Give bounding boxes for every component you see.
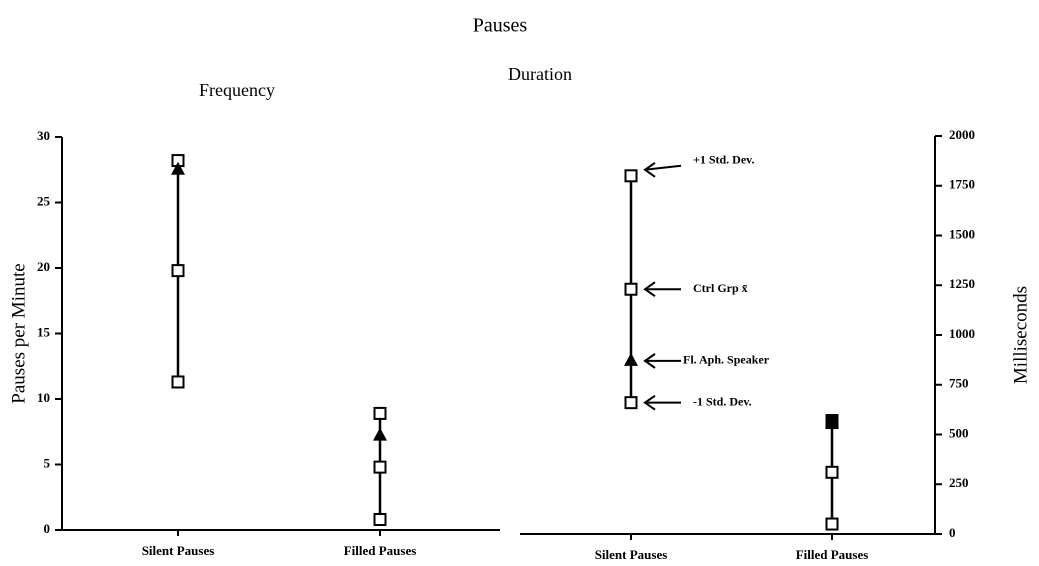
y-tick-label: 1500	[949, 226, 975, 241]
triangle-marker	[171, 161, 185, 175]
square-marker	[624, 282, 638, 296]
y-tick-label: 5	[44, 455, 51, 470]
panel-title: Duration	[508, 64, 572, 84]
x-tick-label: Filled Pauses	[796, 547, 869, 562]
square-marker	[373, 460, 387, 474]
square-marker	[373, 406, 387, 420]
y-tick-label: 500	[949, 425, 969, 440]
y-tick-label: 30	[37, 128, 50, 143]
y-tick-label: 2000	[949, 127, 975, 142]
square-marker	[171, 264, 185, 278]
square-marker	[624, 396, 638, 410]
annotation-arrow	[644, 164, 682, 171]
triangle-marker	[624, 352, 638, 366]
y-tick-label: 20	[37, 259, 50, 274]
square-marker	[825, 517, 839, 531]
annotation-arrowhead	[643, 353, 656, 369]
y-tick-label: 25	[37, 193, 51, 208]
chart-title: Pauses	[473, 15, 528, 37]
square-marker	[373, 513, 387, 527]
y-axis-label: Pauses per Minute	[8, 263, 29, 403]
y-tick-label: 1250	[949, 276, 975, 291]
y-tick-label: 0	[949, 525, 956, 540]
y-axis-label: Milliseconds	[1010, 286, 1031, 384]
annotation: +1 Std. Dev.	[693, 153, 755, 167]
square-marker	[825, 414, 839, 428]
annotation-arrowhead	[643, 281, 656, 298]
annotation-arrowhead	[643, 394, 656, 411]
y-tick-label: 250	[949, 475, 969, 490]
y-tick-label: 1000	[949, 326, 975, 341]
y-tick-label: 0	[44, 521, 51, 536]
x-tick-label: Silent Pauses	[595, 547, 668, 562]
triangle-marker	[373, 427, 387, 441]
y-tick-label: 750	[949, 376, 969, 391]
x-tick-label: Silent Pauses	[142, 543, 215, 558]
annotation-arrowhead	[643, 161, 656, 178]
annotation: Fl. Aph. Speaker	[683, 353, 770, 367]
annotation: Ctrl Grp x̄	[693, 281, 748, 295]
x-tick-label: Filled Pauses	[344, 543, 417, 558]
square-marker	[825, 465, 839, 479]
y-tick-label: 10	[37, 390, 50, 405]
square-marker	[624, 169, 638, 183]
y-tick-label: 15	[37, 324, 51, 339]
annotation: -1 Std. Dev.	[693, 394, 752, 408]
panel-title: Frequency	[199, 80, 275, 100]
square-marker	[171, 375, 185, 389]
y-tick-label: 1750	[949, 177, 975, 192]
